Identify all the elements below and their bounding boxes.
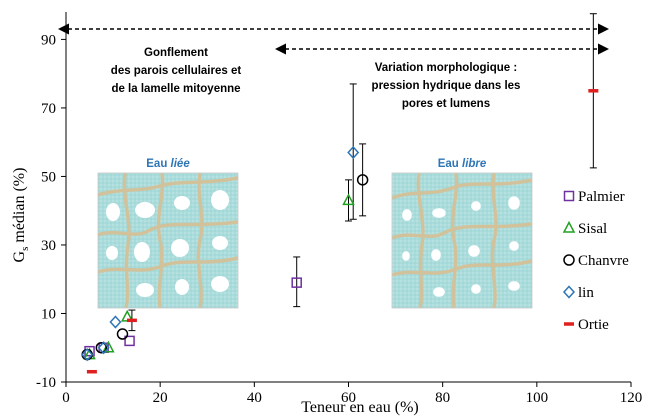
point-palmier — [124, 335, 135, 347]
point-chanvre — [356, 174, 369, 186]
y-tick-label: 10 — [41, 306, 56, 322]
y-axis-label: Gs médian (%) — [11, 168, 31, 263]
legend: Palmier Sisal Chanvre lin Ortie — [562, 189, 629, 333]
inset-title-free-water: Eau libre — [438, 158, 487, 170]
point-sisal — [342, 193, 355, 206]
x-tick-label: 80 — [435, 390, 450, 406]
y-tick-label: 50 — [41, 169, 56, 185]
annotation-morphology-line-1: Variation morphologique : — [375, 62, 517, 74]
point-chanvre — [116, 328, 129, 340]
annotation-swelling-line-1: Gonflement — [144, 47, 208, 59]
point-lin — [347, 145, 360, 160]
y-tick-label: 30 — [41, 238, 56, 254]
point-ortie — [588, 89, 599, 93]
annotation-swelling-line-2: des parois cellulaires et — [111, 65, 242, 77]
point-lin — [109, 315, 122, 329]
y-tick-label: -10 — [36, 375, 56, 391]
data-points — [81, 89, 599, 374]
y-tick-label: 70 — [41, 101, 56, 117]
x-axis-label: Teneur en eau (%) — [301, 399, 418, 416]
annotation-morphology: Variation morphologique : pression hydri… — [372, 62, 521, 110]
legend-marker-ortie — [564, 322, 574, 326]
legend-marker-sisal — [562, 220, 576, 233]
point-lin — [81, 347, 94, 362]
point-palmier — [291, 277, 302, 288]
point-ortie — [86, 369, 97, 374]
inset-title-bound-water: Eau liée — [146, 158, 190, 170]
axes: -10 10 30 50 70 90 0 20 40 60 80 100 120 — [36, 12, 642, 406]
y-ticks: -10 10 30 50 70 90 — [36, 32, 66, 391]
x-ticks: 0 20 40 60 80 100 120 — [62, 382, 642, 406]
point-ortie — [126, 318, 137, 323]
legend-label-lin: lin — [578, 285, 594, 301]
legend-label-chanvre: Chanvre — [578, 253, 629, 269]
legend-label-palmier: Palmier — [578, 189, 625, 205]
x-tick-label: 0 — [62, 390, 70, 406]
inset-bound-water — [97, 172, 239, 309]
legend-marker-palmier — [563, 190, 575, 202]
point-lin — [97, 341, 110, 355]
y-tick-label: 90 — [41, 32, 56, 48]
point-chanvre — [95, 341, 108, 354]
annotation-morphology-line-2: pression hydrique dans les — [372, 80, 521, 92]
x-tick-label: 40 — [247, 390, 262, 406]
x-tick-label: 60 — [341, 390, 356, 406]
annotation-swelling: Gonflement des parois cellulaires et de … — [111, 47, 242, 95]
error-bars — [128, 13, 597, 332]
legend-marker-lin — [562, 285, 576, 299]
annotation-morphology-line-3: pores et lumens — [402, 98, 490, 110]
annotation-swelling-line-3: de la lamelle mitoyenne — [111, 83, 240, 95]
legend-label-ortie: Ortie — [578, 317, 609, 333]
inset-free-water — [391, 172, 533, 309]
legend-label-sisal: Sisal — [578, 221, 607, 237]
x-tick-label: 20 — [153, 390, 168, 406]
legend-marker-chanvre — [563, 254, 575, 266]
x-tick-label: 120 — [620, 390, 643, 406]
x-tick-label: 100 — [526, 390, 549, 406]
